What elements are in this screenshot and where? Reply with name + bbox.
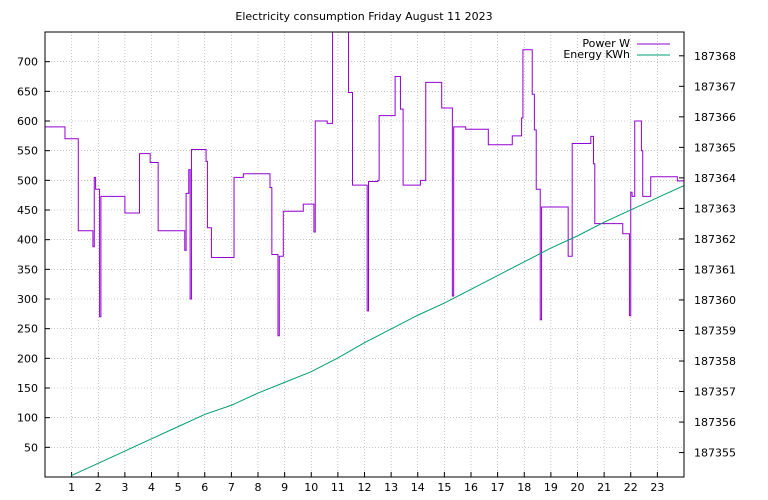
y-right-tick-label: 187364 <box>694 172 736 185</box>
y-left-tick-label: 700 <box>17 56 38 69</box>
y-right-tick-label: 187357 <box>694 386 736 399</box>
y-left-tick-label: 600 <box>17 115 38 128</box>
y-left-tick-label: 500 <box>17 174 38 187</box>
y-left-tick-label: 200 <box>17 352 38 365</box>
legend: Power W Energy KWh <box>563 37 670 61</box>
x-tick-label: 19 <box>544 481 558 494</box>
grid-lines <box>45 32 684 477</box>
x-tick-label: 23 <box>650 481 664 494</box>
y-right-tick-label: 187367 <box>694 80 736 93</box>
series-power-line <box>45 32 684 337</box>
y-left-tick-label: 450 <box>17 204 38 217</box>
x-tick-label: 10 <box>304 481 318 494</box>
y-left-tick-label: 100 <box>17 412 38 425</box>
y-axis-right: 187355 187356 187357 187358 187359 187360 1873… <box>679 50 736 460</box>
y-left-tick-label: 300 <box>17 293 38 306</box>
x-tick-label: 11 <box>331 481 345 494</box>
y-left-tick-label: 150 <box>17 382 38 395</box>
x-tick-label: 17 <box>491 481 505 494</box>
y-right-tick-label: 187368 <box>694 50 736 63</box>
y-right-tick-label: 187362 <box>694 233 736 246</box>
y-right-tick-label: 187366 <box>694 111 736 124</box>
x-tick-label: 5 <box>175 481 182 494</box>
x-tick-label: 12 <box>358 481 372 494</box>
x-tick-label: 20 <box>571 481 585 494</box>
x-tick-label: 22 <box>624 481 638 494</box>
x-tick-label: 2 <box>95 481 102 494</box>
plot-frame <box>44 31 685 478</box>
x-tick-label: 1 <box>68 481 75 494</box>
x-tick-label: 8 <box>255 481 262 494</box>
y-left-tick-label: 550 <box>17 145 38 158</box>
x-tick-label: 21 <box>597 481 611 494</box>
x-tick-label: 13 <box>384 481 398 494</box>
y-right-tick-label: 187356 <box>694 416 736 429</box>
x-tick-label: 9 <box>281 481 288 494</box>
y-right-tick-label: 187360 <box>694 294 736 307</box>
y-right-tick-label: 187358 <box>694 355 736 368</box>
x-tick-label: 3 <box>121 481 128 494</box>
series-energy-line <box>71 185 684 476</box>
y-axis-left: 50 100 150 200 250 300 350 400 450 500 550 600 650 70… <box>17 56 50 454</box>
legend-label-energy: Energy KWh <box>563 48 630 61</box>
x-tick-label: 16 <box>464 481 478 494</box>
legend-label-power: Power W <box>582 37 630 50</box>
y-left-tick-label: 350 <box>17 263 38 276</box>
x-tick-label: 15 <box>437 481 451 494</box>
x-tick-label: 6 <box>201 481 208 494</box>
y-right-tick-label: 187355 <box>694 447 736 460</box>
y-right-tick-label: 187363 <box>694 202 736 215</box>
x-axis: 1 2 3 4 5 6 7 8 9 10 11 12 13 14 15 16 17 18 19 20 21 22 23 <box>68 472 664 494</box>
y-left-tick-label: 50 <box>24 441 38 454</box>
y-right-tick-label: 187365 <box>694 141 736 154</box>
y-left-tick-label: 400 <box>17 234 38 247</box>
x-tick-label: 18 <box>517 481 531 494</box>
y-right-tick-label: 187361 <box>694 263 736 276</box>
x-tick-label: 4 <box>148 481 155 494</box>
plot-area <box>45 32 684 476</box>
chart-title: Electricity consumption Friday August 11… <box>235 10 492 23</box>
y-left-tick-label: 250 <box>17 323 38 336</box>
y-right-tick-label: 187359 <box>694 324 736 337</box>
y-left-tick-label: 650 <box>17 85 38 98</box>
x-tick-label: 7 <box>228 481 235 494</box>
x-tick-label: 14 <box>411 481 425 494</box>
